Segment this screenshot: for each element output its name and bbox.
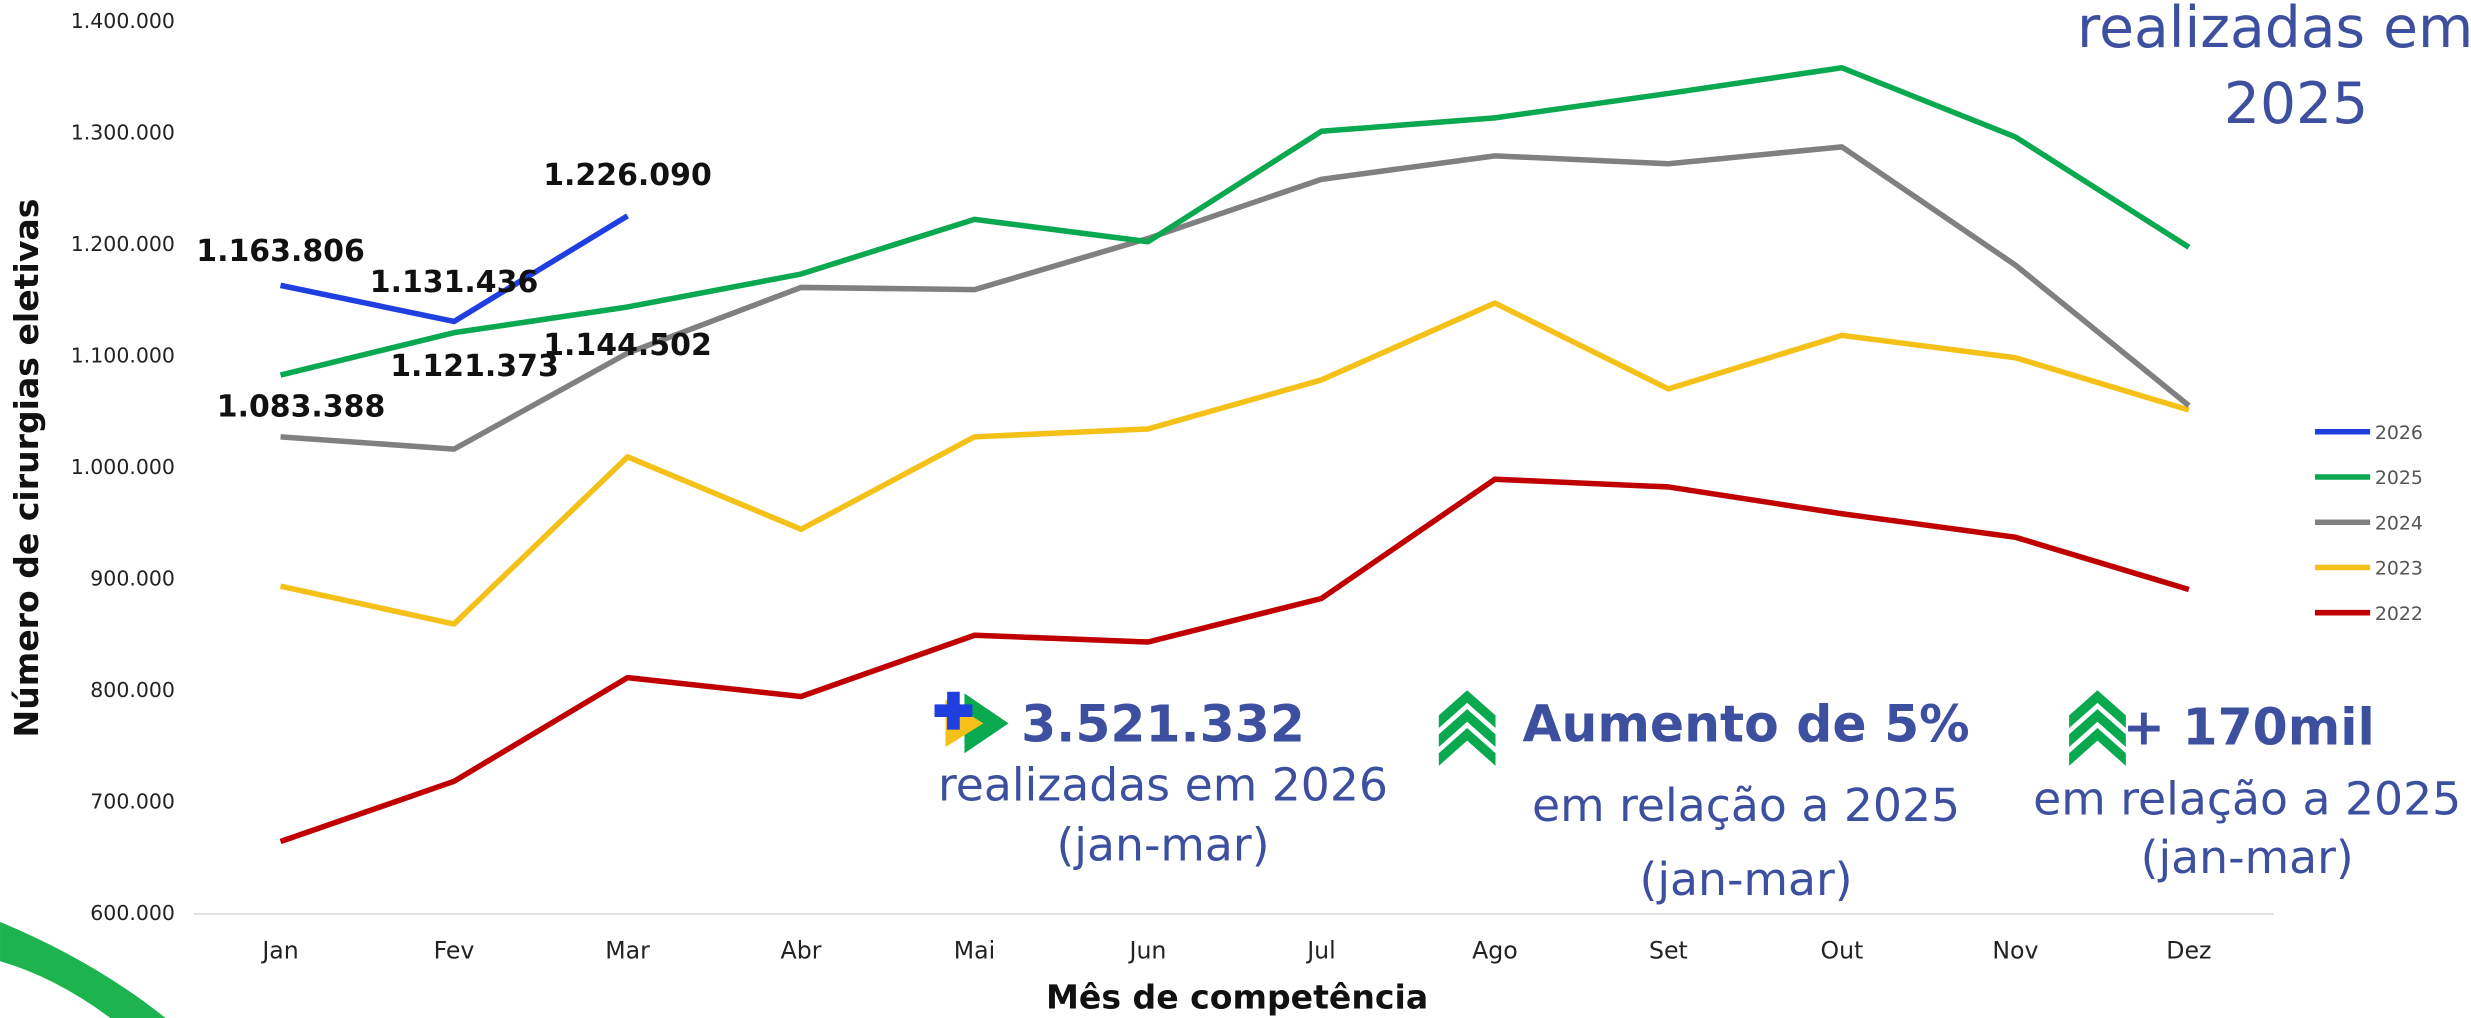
- x-tick-label: Set: [1649, 936, 1688, 964]
- x-tick-label: Mar: [605, 936, 650, 964]
- legend-label: 2022: [2375, 603, 2423, 625]
- data-label: 1.226.090: [543, 158, 712, 193]
- annotation: (jan-mar): [1640, 853, 1853, 906]
- legend-label: 2026: [2375, 422, 2423, 444]
- annotation: em relação a 2025: [1532, 779, 1960, 832]
- x-tick-label: Abr: [781, 936, 822, 964]
- x-tick-label: Ago: [1472, 936, 1518, 964]
- data-label: 1.121.373: [390, 349, 559, 384]
- y-tick-label: 800.000: [90, 678, 175, 702]
- annotation: + 170mil: [2123, 698, 2375, 757]
- annotation: realizadas em 2026: [938, 758, 1388, 811]
- icon-chevrons: [1438, 690, 1496, 766]
- y-tick-label: 1.100.000: [71, 344, 175, 368]
- annotation: (jan-mar): [1056, 818, 1269, 871]
- icon-chevrons: [2069, 690, 2126, 766]
- y-tick-label: 1.400.000: [71, 9, 175, 33]
- x-tick-label: Jan: [260, 936, 298, 964]
- y-tick-label: 1.000.000: [71, 455, 175, 479]
- x-tick-label: Out: [1820, 936, 1863, 964]
- x-tick-label: Fev: [434, 936, 475, 964]
- y-tick-label: 1.200.000: [71, 232, 175, 256]
- x-tick-label: Dez: [2166, 936, 2211, 964]
- annotation: Aumento de 5%: [1522, 695, 1969, 754]
- series-line: [279, 213, 629, 325]
- y-tick-label: 600.000: [90, 901, 175, 925]
- data-label: 1.144.502: [543, 328, 712, 363]
- series-line: [279, 476, 2190, 845]
- series-line: [279, 300, 2190, 627]
- series-line: [280, 144, 2191, 452]
- annotation: (jan-mar): [2141, 831, 2354, 884]
- legend-label: 2025: [2375, 467, 2423, 489]
- y-tick-label: 900.000: [90, 567, 175, 591]
- data-label: 1.083.388: [217, 390, 386, 425]
- annotation: realizadas em: [2077, 0, 2471, 61]
- annotation: em relação a 2025: [2033, 773, 2461, 826]
- annotation: 3.521.332: [1021, 695, 1305, 754]
- series-line: [279, 65, 2191, 378]
- y-axis-label: Número de cirurgias eletivas: [7, 199, 46, 738]
- legend-label: 2024: [2375, 512, 2423, 534]
- data-label: 1.131.436: [370, 265, 539, 300]
- annotation: 2025: [2224, 71, 2368, 137]
- y-tick-label: 1.300.000: [71, 121, 175, 145]
- icon-arrow: [934, 691, 1009, 754]
- y-tick-label: 700.000: [90, 790, 175, 814]
- x-tick-label: Nov: [1992, 936, 2038, 964]
- x-axis-label: Mês de competência: [1046, 978, 1428, 1017]
- data-label: 1.163.806: [196, 234, 365, 269]
- x-tick-label: Mai: [954, 936, 995, 964]
- x-tick-label: Jul: [1305, 936, 1336, 964]
- legend-label: 2023: [2375, 558, 2423, 580]
- x-tick-label: Jun: [1128, 936, 1167, 964]
- decor-swoosh: [0, 921, 166, 1018]
